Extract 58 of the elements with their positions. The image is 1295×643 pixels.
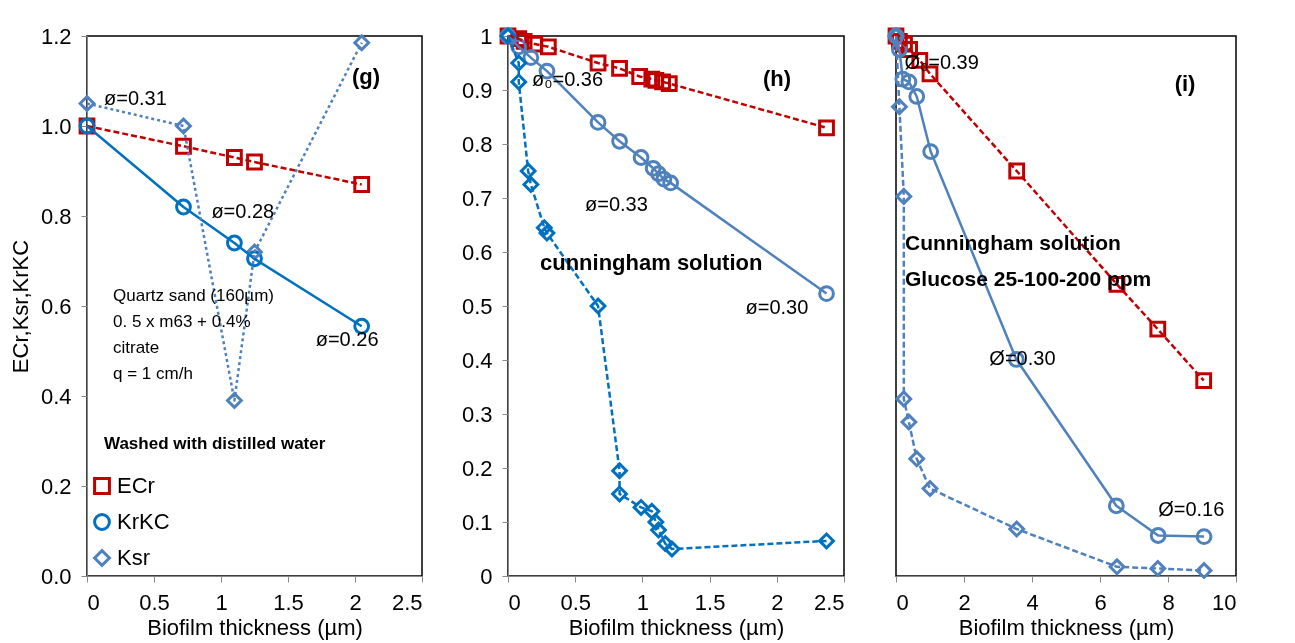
x-axis-title: Biofilm thickness (µm): [147, 614, 363, 640]
y-tick-label: 0: [480, 563, 493, 589]
x-tick-label: 1: [636, 589, 650, 615]
x-tick-label: 2: [958, 589, 971, 615]
x-tick-label: 0: [508, 589, 521, 615]
annotation: ø=0.26: [315, 328, 379, 351]
x-tick-label: 10: [1212, 589, 1237, 615]
annotation: Washed with distilled water: [104, 434, 326, 453]
x-tick-label: 0.5: [560, 589, 591, 615]
y-tick-label: 0.0: [40, 563, 72, 589]
annotation: 0. 5 x m63 + 0.4%: [113, 312, 251, 331]
annotation: q = 1 cm/h: [113, 364, 193, 383]
y-tick-label: 0.5: [461, 293, 493, 319]
annotation: (g): [351, 64, 381, 89]
x-tick-label: 1.5: [273, 589, 304, 615]
x-axis-title: Biofilm thickness (µm): [958, 614, 1175, 640]
x-tick-label: 0: [87, 589, 100, 615]
annotation: ø=0.31: [104, 86, 167, 109]
y-tick-label: 0.8: [461, 131, 493, 157]
y-tick-label: 0.7: [461, 185, 493, 211]
x-tick-label: 4: [1026, 589, 1039, 615]
x-tick-label: 0: [896, 589, 909, 615]
x-tick-label: 2.5: [813, 589, 845, 615]
x-tick-label: 2: [349, 589, 362, 615]
annotation: cunningham solution: [540, 250, 763, 275]
x-tick-label: 0.5: [139, 589, 170, 615]
annotation: Quartz sand (160µm): [113, 286, 274, 305]
x-tick-label: 2: [771, 589, 784, 615]
legend-label: ECr: [117, 473, 155, 498]
y-tick-label: 0.4: [461, 347, 493, 373]
y-tick-label: 0.2: [40, 473, 72, 499]
annotation: Ø=0.16: [1158, 497, 1225, 520]
annotation: ø=0.33: [585, 193, 648, 215]
x-tick-label: 6: [1094, 589, 1107, 615]
y-tick-label: 0.3: [461, 401, 493, 427]
annotation: ø=0.28: [211, 200, 275, 222]
y-tick-label: 0.1: [461, 509, 493, 535]
x-tick-label: 8: [1162, 589, 1175, 615]
legend-label: Ksr: [117, 545, 150, 570]
y-tick-label: 1: [480, 23, 493, 49]
annotation: ø=0.30: [745, 295, 809, 318]
x-tick-label: 2.5: [391, 589, 423, 615]
x-tick-label: 1: [215, 589, 228, 615]
annotation: (h): [762, 66, 792, 91]
y-tick-label: 1.2: [40, 23, 72, 49]
legend-label: KrKC: [117, 509, 170, 534]
y-tick-label: 1.0: [40, 113, 72, 139]
y-tick-label: 0.6: [40, 293, 72, 319]
annotation: citrate: [113, 338, 160, 357]
y-axis-title: ECr,Ksr,KrKC: [7, 239, 33, 374]
y-tick-label: 0.6: [461, 239, 493, 265]
annotation: (i): [1174, 71, 1196, 96]
y-tick-label: 0.4: [40, 383, 72, 409]
x-tick-label: 1.5: [694, 589, 726, 615]
y-tick-label: 0.9: [461, 77, 493, 103]
y-tick-label: 0.8: [40, 203, 72, 229]
y-tick-label: 0.2: [461, 455, 493, 481]
x-axis-title: Biofilm thickness (µm): [568, 614, 785, 640]
